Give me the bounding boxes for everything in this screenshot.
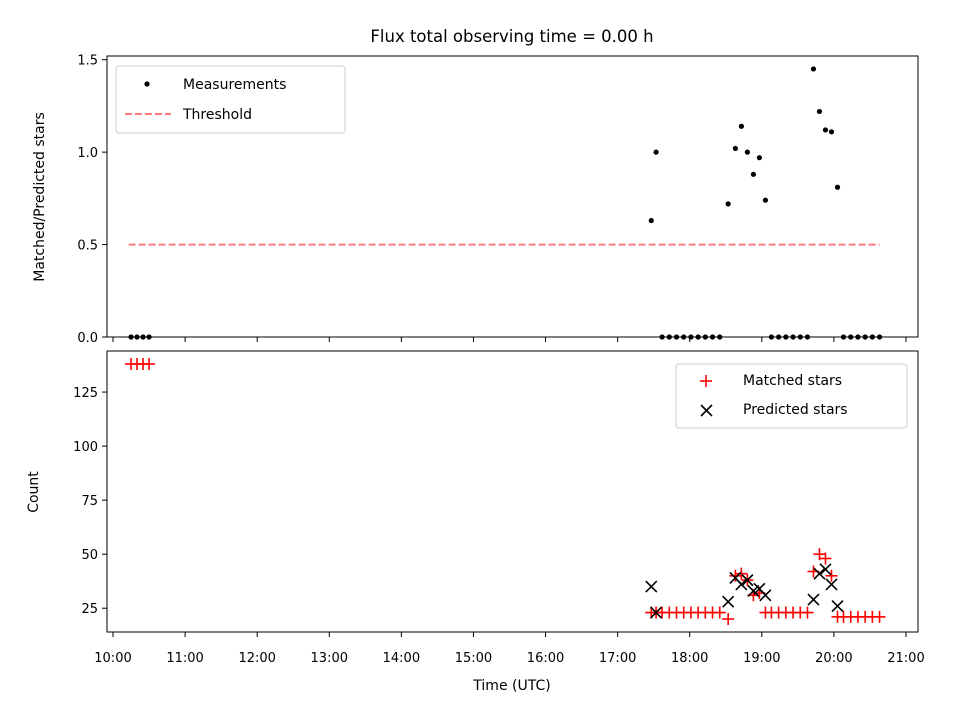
matched-stars-legend-marker	[700, 375, 712, 387]
predicted-stars-point	[819, 563, 832, 576]
predicted-stars-point	[759, 589, 772, 602]
matched-stars-point	[735, 567, 748, 580]
threshold-legend-label: Threshold	[182, 107, 252, 123]
measurement-point	[653, 149, 659, 155]
ratio-y-tick-label: 0.5	[77, 239, 98, 254]
measurement-point	[828, 129, 835, 135]
count-y-tick-label: 75	[81, 494, 98, 509]
x-tick-label: 21:00	[887, 651, 924, 666]
matched-stars-point	[801, 606, 814, 619]
matched-stars-point	[825, 569, 838, 582]
measurement-point	[725, 201, 731, 207]
chart-title: Flux total observing time = 0.00 h	[370, 27, 653, 46]
x-tick-label: 18:00	[671, 651, 708, 666]
ratio-legend-box	[115, 65, 346, 134]
x-tick-label: 14:00	[383, 651, 420, 666]
measurement-point	[732, 145, 738, 152]
predicted-stars-point	[825, 578, 838, 591]
matched-stars-point	[143, 357, 156, 370]
measurements-legend-marker	[144, 81, 150, 87]
x-tick-label: 19:00	[743, 651, 780, 666]
x-axis-label: Time (UTC)	[472, 678, 550, 694]
matched-stars-point	[819, 552, 832, 565]
measurement-point	[834, 184, 841, 190]
ratio-y-tick-label: 1.0	[77, 146, 98, 161]
measurement-point	[756, 155, 763, 161]
count-legend: Matched stars Predicted stars	[675, 363, 908, 429]
predicted-stars-point	[735, 578, 748, 591]
measurements-legend-label: Measurements	[183, 77, 286, 93]
count-y-tick-label: 125	[73, 386, 98, 401]
ratio-legend: Measurements Threshold	[115, 65, 346, 134]
ratio-y-tick-label: 1.5	[77, 54, 98, 69]
ratio-y-axis-label: Matched/Predicted stars	[32, 112, 48, 282]
measurement-point	[744, 149, 750, 155]
x-tick-label: 13:00	[311, 651, 348, 666]
ratio-y-tick-label: 0.0	[77, 331, 98, 346]
predicted-stars-point	[831, 599, 844, 613]
ratio-panel: 0.0 0.5 1.0 1.5 Matched/Predicted stars Mea…	[32, 54, 919, 346]
count-y-tick-label: 100	[73, 440, 98, 455]
measurement-point	[762, 197, 769, 203]
count-y-tick-label: 25	[81, 602, 98, 617]
matched-stars-point	[713, 606, 726, 619]
predicted-stars-point	[650, 606, 663, 619]
measurement-point	[750, 171, 756, 177]
matched-stars-point	[729, 569, 742, 582]
x-tick-label: 17:00	[599, 651, 636, 666]
x-tick-label: 15:00	[455, 651, 492, 666]
count-plot-frame	[106, 350, 919, 633]
count-panel: 25 50 75 100 125 10:00 11:00 12:00 13:00 14:00 15…	[26, 350, 925, 694]
x-tick-label: 11:00	[166, 651, 203, 666]
measurement-point	[648, 217, 654, 224]
matched-stars-point	[813, 548, 826, 561]
count-y-tick-label: 50	[81, 548, 98, 563]
count-y-axis-label: Count	[26, 471, 42, 513]
predicted-stars-legend-label: Predicted stars	[743, 402, 848, 418]
matched-stars-point	[873, 610, 886, 623]
predicted-stars-point	[645, 580, 658, 593]
predicted-stars-point	[741, 574, 754, 587]
predicted-stars-point	[722, 595, 735, 608]
measurement-point	[738, 123, 744, 129]
matched-stars-legend-label: Matched stars	[743, 373, 842, 389]
predicted-stars-point	[813, 567, 826, 580]
count-legend-box	[675, 363, 908, 429]
predicted-stars-legend-marker	[700, 404, 713, 417]
x-tick-label: 20:00	[815, 651, 852, 666]
x-tick-label: 10:00	[94, 651, 131, 666]
measurement-point	[810, 66, 817, 72]
ratio-plot-frame	[106, 55, 919, 338]
x-tick-label: 16:00	[527, 651, 564, 666]
measurement-point	[822, 127, 829, 133]
measurement-point	[816, 108, 823, 115]
x-tick-label: 12:00	[238, 651, 275, 666]
predicted-stars-point	[807, 593, 820, 606]
matched-stars-point	[722, 613, 735, 626]
